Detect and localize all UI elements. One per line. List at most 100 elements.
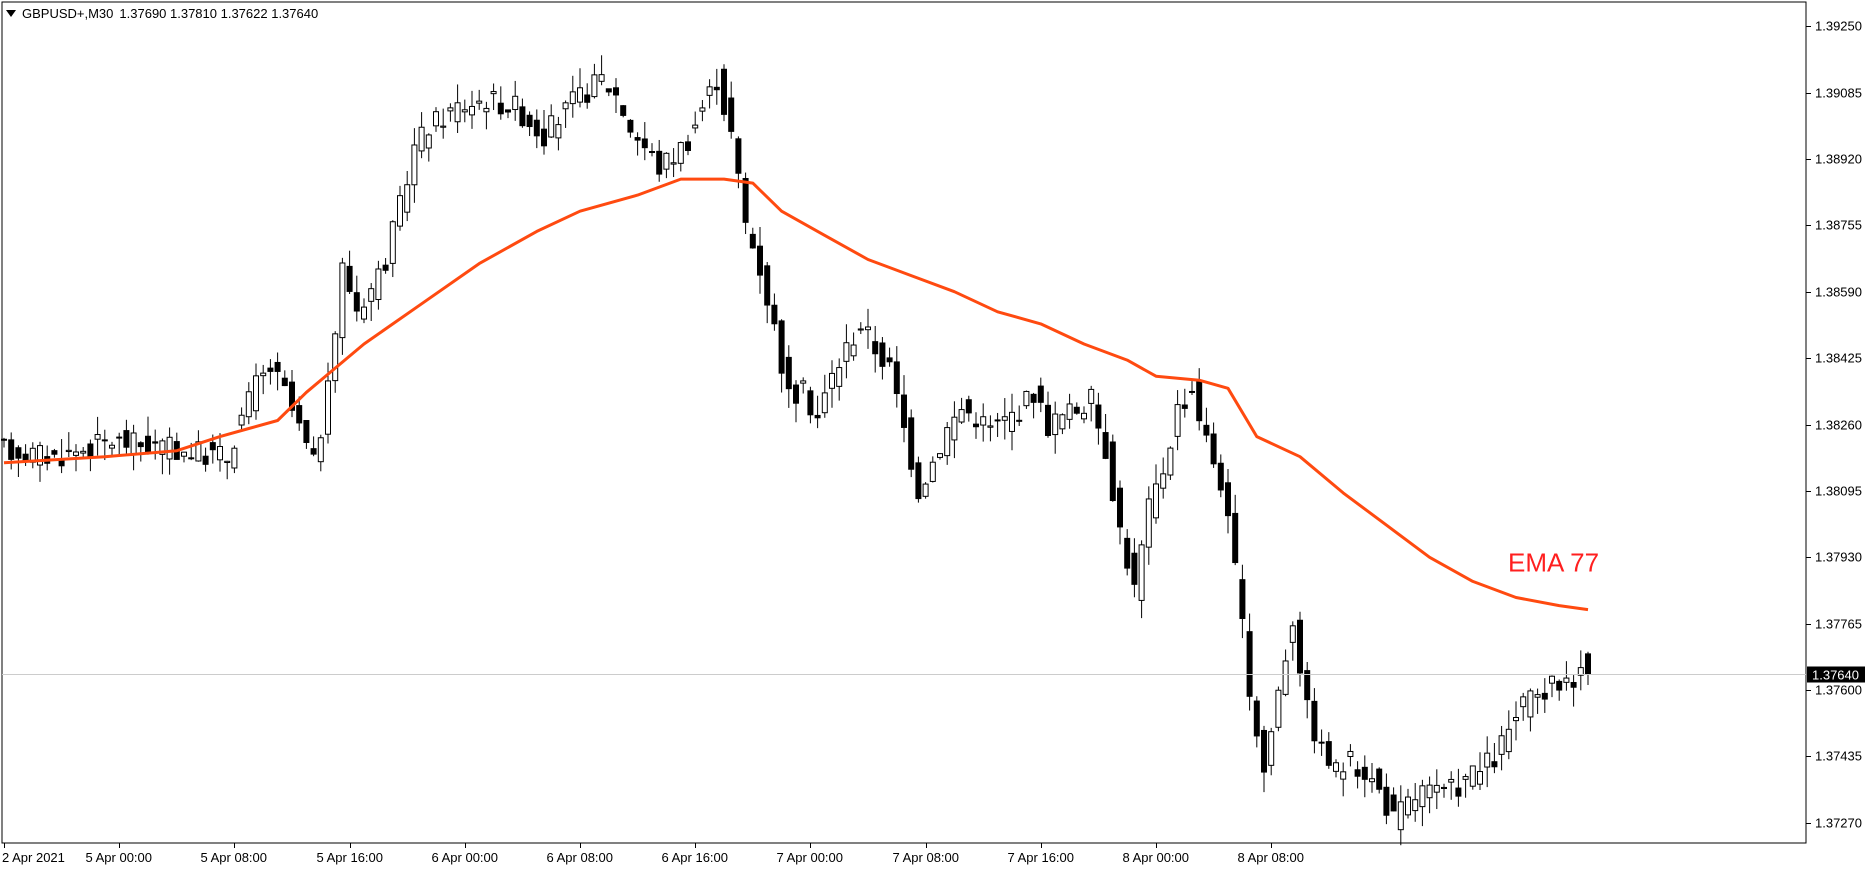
bear-candle-body bbox=[735, 138, 742, 174]
candle bbox=[145, 416, 151, 455]
bear-candle-body bbox=[274, 361, 281, 372]
bull-candle-body bbox=[1275, 689, 1282, 728]
bear-candle-body bbox=[915, 462, 922, 500]
bear-candle-body bbox=[1261, 729, 1267, 773]
bear-candle-body bbox=[1354, 769, 1361, 777]
bear-candle-body bbox=[721, 68, 727, 115]
bull-candle-body bbox=[389, 221, 396, 264]
candle bbox=[375, 260, 382, 310]
candle bbox=[1275, 686, 1282, 732]
candle bbox=[814, 395, 821, 429]
candle bbox=[461, 99, 468, 123]
candle bbox=[699, 99, 706, 122]
candle bbox=[411, 128, 418, 203]
bear-candle-body bbox=[1253, 700, 1260, 737]
candle bbox=[1513, 701, 1519, 741]
bear-candle-body bbox=[1311, 700, 1318, 742]
candle bbox=[1585, 651, 1591, 686]
bear-candle-body bbox=[728, 97, 735, 132]
bear-candle-body bbox=[713, 86, 720, 91]
time-tick-label: 7 Apr 00:00 bbox=[777, 850, 844, 865]
bull-candle-body bbox=[1577, 667, 1584, 676]
time-tick-label: 7 Apr 08:00 bbox=[893, 850, 960, 865]
bull-candle-body bbox=[1563, 677, 1570, 683]
candle bbox=[1102, 413, 1109, 460]
bear-candle-body bbox=[1585, 653, 1591, 675]
bear-candle-body bbox=[123, 430, 130, 448]
bull-candle-body bbox=[1160, 473, 1167, 489]
candle bbox=[116, 432, 123, 456]
bull-candle-body bbox=[1153, 483, 1159, 519]
ema-label: EMA 77 bbox=[1508, 548, 1599, 578]
bull-candle-body bbox=[1059, 414, 1066, 430]
bear-candle-body bbox=[1325, 741, 1332, 766]
candle bbox=[1376, 767, 1383, 794]
bear-candle-body bbox=[296, 405, 303, 424]
candle bbox=[281, 370, 288, 387]
candle bbox=[94, 416, 101, 456]
candle bbox=[1210, 422, 1217, 468]
candle bbox=[908, 409, 915, 478]
time-tick-label: 7 Apr 16:00 bbox=[1008, 850, 1075, 865]
price-tick-label: 1.37270 bbox=[1815, 816, 1862, 831]
candle bbox=[1088, 385, 1095, 422]
candle bbox=[1066, 393, 1073, 429]
time-tick-label: 8 Apr 00:00 bbox=[1123, 850, 1190, 865]
bull-candle-body bbox=[850, 344, 857, 357]
candle bbox=[1577, 650, 1584, 691]
candle bbox=[368, 283, 375, 321]
candle bbox=[1333, 759, 1339, 778]
bear-candle-body bbox=[656, 150, 663, 175]
candle bbox=[44, 445, 51, 471]
candle bbox=[764, 261, 771, 324]
candle bbox=[404, 170, 411, 222]
candle bbox=[1484, 736, 1491, 788]
bull-candle-body bbox=[195, 441, 202, 462]
candle bbox=[641, 122, 648, 161]
bull-candle-body bbox=[469, 105, 475, 116]
bull-candle-body bbox=[65, 449, 72, 453]
candle bbox=[1203, 407, 1210, 443]
bear-candle-body bbox=[51, 450, 58, 455]
candle bbox=[1196, 368, 1203, 431]
bear-candle-body bbox=[303, 420, 310, 443]
candle bbox=[1160, 457, 1167, 499]
bear-candle-body bbox=[1570, 681, 1577, 688]
dropdown-triangle-icon[interactable] bbox=[6, 10, 16, 17]
bull-candle-body bbox=[454, 102, 461, 123]
candle bbox=[605, 88, 612, 97]
candle bbox=[584, 83, 591, 109]
candle bbox=[253, 363, 259, 420]
bear-candle-body bbox=[497, 102, 504, 115]
bear-candle-body bbox=[1239, 579, 1246, 619]
candle bbox=[1246, 613, 1253, 711]
bull-candle-body bbox=[1066, 403, 1073, 420]
bull-candle-body bbox=[1268, 731, 1275, 766]
bear-candle-body bbox=[749, 233, 756, 249]
candle bbox=[980, 403, 987, 442]
bear-candle-body bbox=[605, 88, 612, 93]
bear-candle-body bbox=[620, 105, 627, 116]
candle bbox=[1383, 773, 1390, 825]
candle bbox=[613, 78, 619, 113]
candle bbox=[987, 415, 994, 442]
bull-candle-body bbox=[483, 107, 490, 113]
ema-layer: EMA 77 bbox=[3, 177, 1599, 612]
symbol-info-bar[interactable]: GBPUSD+,M30 1.37690 1.37810 1.37622 1.37… bbox=[6, 6, 318, 21]
candle bbox=[1541, 678, 1548, 713]
candle bbox=[1563, 661, 1570, 691]
candle bbox=[1556, 679, 1563, 701]
candle bbox=[728, 81, 735, 139]
bull-candle-body bbox=[577, 87, 583, 103]
candle bbox=[706, 79, 713, 109]
candle bbox=[389, 220, 396, 278]
candle bbox=[807, 386, 814, 424]
bear-candle-body bbox=[1217, 462, 1224, 491]
bear-candle-body bbox=[778, 320, 785, 374]
bull-candle-body bbox=[404, 184, 411, 213]
bear-candle-body bbox=[1124, 537, 1131, 569]
bull-candle-body bbox=[591, 74, 598, 98]
candle bbox=[1570, 675, 1577, 707]
bull-candle-body bbox=[1448, 778, 1455, 783]
candle bbox=[821, 374, 828, 418]
